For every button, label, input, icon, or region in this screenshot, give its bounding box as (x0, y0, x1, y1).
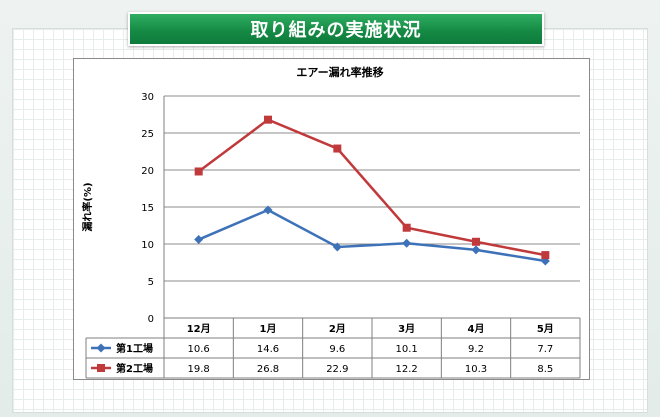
table-value: 22.9 (326, 364, 348, 375)
table-value: 8.5 (537, 364, 553, 375)
x-tick-label: 1月 (260, 323, 277, 335)
y-tick-label: 25 (141, 129, 154, 140)
y-tick-label: 5 (148, 277, 154, 288)
y-tick-label: 20 (141, 166, 154, 177)
series-line (197, 118, 546, 257)
data-point (264, 115, 272, 124)
table-value: 9.2 (468, 344, 484, 355)
series-lines (194, 115, 550, 266)
table-value: 10.6 (188, 344, 210, 355)
table-value: 12.2 (396, 364, 418, 375)
x-tick-label: 3月 (398, 323, 415, 335)
data-point (541, 251, 550, 260)
y-tick-label: 15 (141, 203, 154, 214)
data-point (471, 245, 481, 255)
table-value: 7.7 (537, 344, 553, 355)
legend-series-name: 第1工場 (116, 342, 153, 355)
data-point (333, 144, 342, 153)
y-tick-label: 10 (141, 240, 154, 251)
table-value: 10.1 (396, 344, 418, 355)
series-line (198, 208, 546, 263)
data-point (194, 167, 203, 176)
data-point (97, 364, 105, 372)
data-table (85, 318, 581, 379)
table-value: 9.6 (329, 344, 345, 355)
data-point (472, 237, 480, 246)
y-tick-label: 30 (141, 92, 154, 103)
x-tick-label: 2月 (329, 323, 346, 335)
data-point (402, 223, 411, 232)
data-point (96, 343, 106, 353)
gridlines (163, 95, 580, 319)
y-axis-label: 漏れ率(%) (81, 182, 94, 231)
chart-frame (73, 58, 590, 380)
table-value: 26.8 (257, 364, 279, 375)
data-point (194, 235, 204, 245)
table-value: 10.3 (465, 364, 487, 375)
data-point (402, 238, 412, 248)
section-banner: 取り組みの実施状況 (128, 12, 544, 46)
table-value: 14.6 (257, 344, 279, 355)
data-point (332, 242, 342, 252)
x-tick-label: 4月 (468, 323, 485, 335)
x-tick-label: 5月 (537, 323, 554, 335)
chart-title: エアー漏れ率推移 (296, 65, 383, 79)
x-tick-label: 12月 (187, 323, 211, 335)
table-value: 19.8 (188, 364, 210, 375)
data-point (263, 205, 273, 215)
legend-series-name: 第2工場 (116, 362, 153, 375)
y-tick-label: 0 (148, 314, 154, 325)
